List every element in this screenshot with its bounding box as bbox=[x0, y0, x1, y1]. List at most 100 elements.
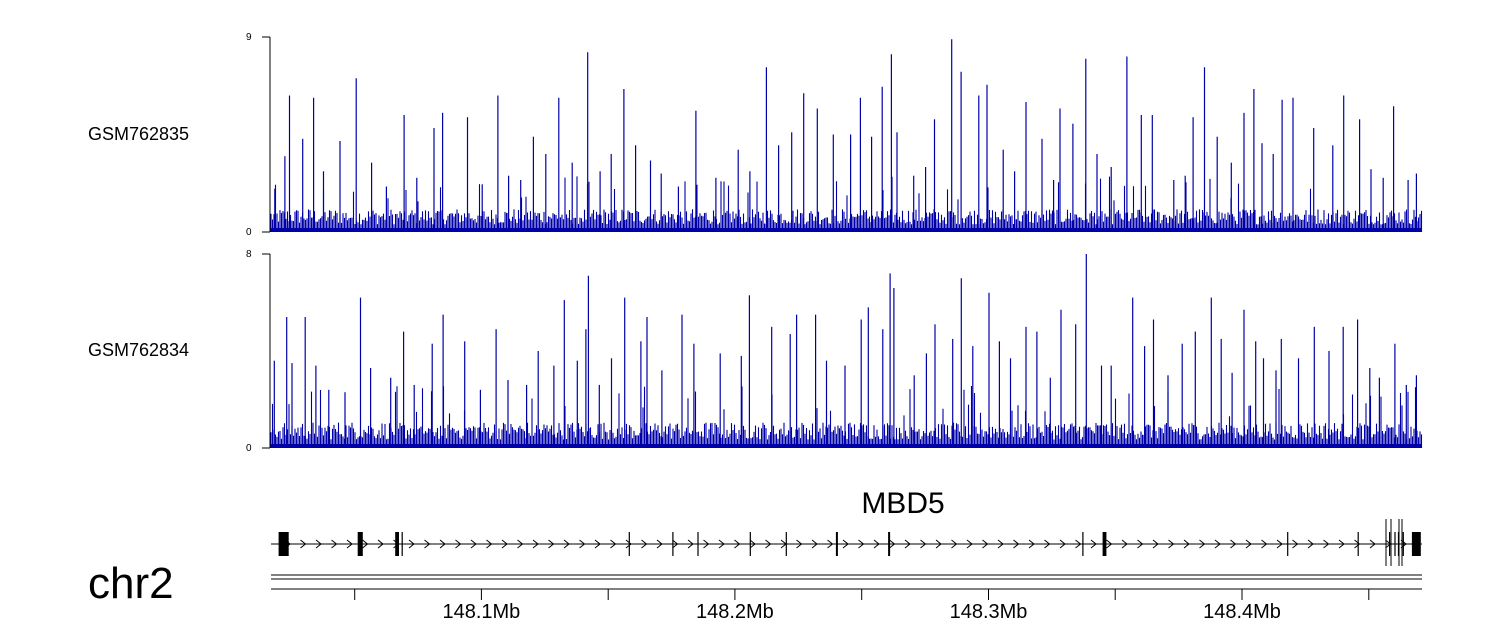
strand-chevron bbox=[517, 539, 524, 549]
gene-track: MBD5 bbox=[271, 487, 1422, 566]
track-label-gsm762834: GSM762834 bbox=[88, 340, 189, 360]
strand-chevron bbox=[1013, 539, 1020, 549]
gene-exon bbox=[785, 532, 787, 556]
strand-chevron bbox=[951, 539, 958, 549]
strand-chevron bbox=[1338, 539, 1345, 549]
gene-exon bbox=[1082, 532, 1084, 556]
signal-noise-1 bbox=[270, 176, 1423, 232]
strand-chevron bbox=[1276, 539, 1283, 549]
track-label-gsm762835: GSM762835 bbox=[88, 124, 189, 144]
strand-chevron bbox=[1292, 539, 1299, 549]
strand-chevron bbox=[579, 539, 586, 549]
strand-chevron bbox=[966, 539, 973, 549]
strand-chevron bbox=[749, 539, 756, 549]
strand-chevron bbox=[672, 539, 679, 549]
strand-chevron bbox=[331, 539, 338, 549]
strand-chevron bbox=[842, 539, 849, 549]
strand-chevron bbox=[920, 539, 927, 549]
strand-chevron bbox=[315, 539, 322, 549]
strand-chevron bbox=[439, 539, 446, 549]
strand-chevron bbox=[1121, 539, 1128, 549]
strand-chevron bbox=[362, 539, 369, 549]
strand-chevron bbox=[1245, 539, 1252, 549]
strand-chevron bbox=[1354, 539, 1361, 549]
strand-chevron bbox=[1199, 539, 1206, 549]
gene-exon bbox=[1357, 532, 1359, 556]
gene-exon bbox=[395, 532, 399, 556]
signal-baseline-1 bbox=[271, 228, 1422, 232]
gene-exon bbox=[749, 532, 751, 556]
strand-chevron bbox=[935, 539, 942, 549]
strand-chevron bbox=[1028, 539, 1035, 549]
gene-exon bbox=[1102, 532, 1107, 556]
gene-exon bbox=[278, 532, 289, 556]
gene-exon bbox=[672, 532, 674, 556]
axis-tick-label: 148.1Mb bbox=[442, 601, 520, 623]
genome-axis: chr2 148.1Mb 148.2Mb 148.3Mb 148.4Mb bbox=[88, 559, 1422, 623]
strand-chevron bbox=[1137, 539, 1144, 549]
gene-exon bbox=[1394, 532, 1396, 556]
strand-chevron bbox=[718, 539, 725, 549]
gene-exon bbox=[357, 532, 363, 556]
gene-exon bbox=[1389, 532, 1391, 556]
strand-chevron bbox=[1168, 539, 1175, 549]
strand-chevron bbox=[765, 539, 772, 549]
gene-name-label: MBD5 bbox=[861, 487, 944, 520]
strand-chevron bbox=[827, 539, 834, 549]
gene-exon bbox=[835, 532, 838, 556]
strand-chevron bbox=[1090, 539, 1097, 549]
strand-chevron bbox=[656, 539, 663, 549]
gene-exons bbox=[278, 519, 1421, 566]
track-2-y-max-label: 8 bbox=[246, 249, 252, 260]
track-2-y-min-label: 0 bbox=[246, 443, 252, 454]
strand-chevron bbox=[703, 539, 710, 549]
gene-strand-chevrons bbox=[284, 539, 1407, 549]
strand-chevron bbox=[1323, 539, 1330, 549]
strand-chevron bbox=[1230, 539, 1237, 549]
axis-ticks: 148.1Mb 148.2Mb 148.3Mb 148.4Mb bbox=[354, 589, 1370, 623]
strand-chevron bbox=[455, 539, 462, 549]
strand-chevron bbox=[997, 539, 1004, 549]
track-1-y-max-label: 9 bbox=[246, 32, 252, 43]
strand-chevron bbox=[1044, 539, 1051, 549]
track-2-signal bbox=[270, 254, 1423, 448]
strand-chevron bbox=[610, 539, 617, 549]
strand-chevron bbox=[1075, 539, 1082, 549]
strand-chevron bbox=[873, 539, 880, 549]
axis-tick-label: 148.2Mb bbox=[696, 601, 774, 623]
gene-exon bbox=[1402, 532, 1404, 556]
strand-chevron bbox=[904, 539, 911, 549]
strand-chevron bbox=[408, 539, 415, 549]
strand-chevron bbox=[858, 539, 865, 549]
strand-chevron bbox=[1183, 539, 1190, 549]
gene-exon bbox=[888, 532, 891, 556]
strand-chevron bbox=[501, 539, 508, 549]
axis-tick-label: 148.4Mb bbox=[1203, 601, 1281, 623]
strand-chevron bbox=[377, 539, 384, 549]
signal-baseline-2 bbox=[271, 444, 1422, 448]
strand-chevron bbox=[1059, 539, 1066, 549]
strand-chevron bbox=[424, 539, 431, 549]
strand-chevron bbox=[532, 539, 539, 549]
strand-chevron bbox=[548, 539, 555, 549]
gene-exon bbox=[401, 532, 403, 556]
strand-chevron bbox=[1307, 539, 1314, 549]
gene-exon bbox=[697, 532, 699, 556]
strand-chevron bbox=[1400, 539, 1407, 549]
track-gsm762835: GSM762835 9 0 bbox=[88, 32, 1423, 238]
strand-chevron bbox=[1106, 539, 1113, 549]
strand-chevron bbox=[1369, 539, 1376, 549]
strand-chevron bbox=[300, 539, 307, 549]
strand-chevron bbox=[594, 539, 601, 549]
track-1-y-min-label: 0 bbox=[246, 227, 252, 238]
gene-exon bbox=[1287, 532, 1289, 556]
strand-chevron bbox=[811, 539, 818, 549]
strand-chevron bbox=[1261, 539, 1268, 549]
strand-chevron bbox=[889, 539, 896, 549]
strand-chevron bbox=[687, 539, 694, 549]
strand-chevron bbox=[1214, 539, 1221, 549]
strand-chevron bbox=[641, 539, 648, 549]
strand-chevron bbox=[982, 539, 989, 549]
strand-chevron bbox=[734, 539, 741, 549]
